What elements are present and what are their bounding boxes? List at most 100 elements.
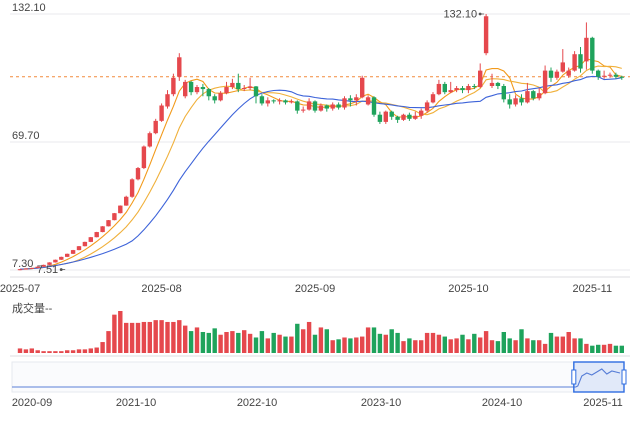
candle-68[interactable] bbox=[419, 108, 424, 119]
candle-60[interactable] bbox=[371, 96, 377, 117]
candle-53[interactable] bbox=[330, 102, 335, 111]
candle-83[interactable] bbox=[507, 94, 512, 109]
candle-102[interactable] bbox=[619, 75, 624, 80]
candle-93[interactable] bbox=[566, 67, 571, 78]
candle-2[interactable] bbox=[29, 267, 34, 269]
candle-37[interactable] bbox=[236, 73, 241, 93]
candle-30[interactable] bbox=[194, 84, 200, 95]
candle-54[interactable] bbox=[336, 102, 341, 110]
candle-11[interactable] bbox=[82, 241, 88, 247]
candle-81[interactable] bbox=[495, 81, 501, 90]
candle-38[interactable] bbox=[242, 84, 247, 92]
candle-58[interactable] bbox=[360, 75, 365, 99]
candle-17[interactable] bbox=[118, 205, 123, 214]
candle-90[interactable] bbox=[548, 67, 554, 82]
candle-41[interactable] bbox=[259, 94, 265, 106]
candle-4[interactable] bbox=[41, 264, 46, 267]
candle-7[interactable] bbox=[59, 256, 64, 260]
candle-57[interactable] bbox=[354, 94, 359, 106]
candle-21[interactable] bbox=[141, 145, 147, 170]
candle-51[interactable] bbox=[318, 103, 324, 112]
candle-82[interactable] bbox=[501, 83, 506, 103]
candle-10[interactable] bbox=[76, 246, 82, 251]
candle-15[interactable] bbox=[106, 219, 111, 227]
candle-9[interactable] bbox=[70, 249, 76, 254]
candle-8[interactable] bbox=[65, 253, 70, 258]
candle-77[interactable] bbox=[472, 83, 477, 90]
candle-96[interactable] bbox=[584, 22, 589, 70]
candle-65[interactable] bbox=[401, 113, 406, 121]
candle-101[interactable] bbox=[613, 72, 619, 79]
candle-73[interactable] bbox=[448, 81, 453, 94]
candle-23[interactable] bbox=[153, 118, 158, 135]
navigator-selection-window[interactable] bbox=[573, 361, 625, 393]
candle-34[interactable] bbox=[218, 91, 223, 102]
candle-16[interactable] bbox=[112, 212, 117, 221]
candle-98[interactable] bbox=[596, 69, 601, 80]
candle-94[interactable] bbox=[572, 51, 577, 72]
candle-99[interactable] bbox=[601, 70, 607, 79]
candle-66[interactable] bbox=[407, 112, 412, 121]
candle-18[interactable] bbox=[124, 195, 129, 206]
candle-71[interactable] bbox=[436, 79, 442, 96]
candle-1[interactable] bbox=[23, 268, 29, 270]
candle-75[interactable] bbox=[460, 86, 465, 94]
candle-26[interactable] bbox=[171, 73, 176, 97]
candle-86[interactable] bbox=[525, 82, 530, 104]
candle-84[interactable] bbox=[513, 95, 518, 107]
candle-46[interactable] bbox=[289, 99, 294, 104]
candle-47[interactable] bbox=[295, 100, 300, 114]
candle-69[interactable] bbox=[424, 100, 430, 113]
candle-74[interactable] bbox=[454, 86, 459, 93]
candle-61[interactable] bbox=[377, 111, 383, 124]
candle-13[interactable] bbox=[94, 231, 99, 238]
candle-62[interactable] bbox=[383, 110, 388, 124]
candle-43[interactable] bbox=[271, 99, 276, 104]
candle-85[interactable] bbox=[519, 94, 524, 106]
navigator-right-handle[interactable] bbox=[621, 369, 627, 385]
candle-12[interactable] bbox=[88, 236, 93, 243]
candle-97[interactable] bbox=[590, 36, 595, 74]
candle-31[interactable] bbox=[200, 83, 206, 97]
candle-49[interactable] bbox=[306, 98, 312, 111]
candle-44[interactable] bbox=[277, 98, 282, 105]
candle-64[interactable] bbox=[395, 115, 400, 123]
candle-89[interactable] bbox=[542, 65, 548, 95]
candle-14[interactable] bbox=[100, 226, 105, 233]
candle-78[interactable] bbox=[478, 63, 483, 89]
candle-32[interactable] bbox=[206, 88, 211, 101]
candle-36[interactable] bbox=[230, 78, 235, 90]
candle-22[interactable] bbox=[147, 131, 152, 148]
candle-55[interactable] bbox=[342, 96, 347, 110]
candle-33[interactable] bbox=[212, 94, 217, 104]
candle-40[interactable] bbox=[253, 86, 259, 104]
candle-56[interactable] bbox=[348, 95, 353, 107]
candle-100[interactable] bbox=[607, 72, 613, 78]
candle-70[interactable] bbox=[430, 92, 436, 104]
candle-19[interactable] bbox=[129, 178, 135, 198]
candle-76[interactable] bbox=[466, 83, 471, 94]
candle-6[interactable] bbox=[53, 259, 58, 263]
candle-28[interactable] bbox=[183, 79, 188, 99]
candle-63[interactable] bbox=[389, 110, 394, 120]
candle-88[interactable] bbox=[537, 88, 542, 101]
candle-48[interactable] bbox=[301, 106, 306, 113]
candle-20[interactable] bbox=[135, 167, 141, 181]
candle-27[interactable] bbox=[177, 53, 182, 81]
candle-25[interactable] bbox=[165, 90, 170, 109]
candle-0[interactable] bbox=[17, 268, 23, 271]
candle-59[interactable] bbox=[365, 95, 371, 106]
candle-50[interactable] bbox=[312, 100, 318, 113]
candle-42[interactable] bbox=[265, 97, 270, 107]
candle-35[interactable] bbox=[224, 81, 229, 95]
candle-5[interactable] bbox=[47, 262, 52, 266]
candle-92[interactable] bbox=[560, 49, 565, 73]
candle-80[interactable] bbox=[489, 73, 495, 89]
candle-91[interactable] bbox=[554, 69, 560, 80]
candle-3[interactable] bbox=[35, 266, 40, 269]
candle-67[interactable] bbox=[413, 111, 418, 120]
candle-95[interactable] bbox=[578, 47, 583, 73]
candle-52[interactable] bbox=[324, 104, 329, 112]
candle-29[interactable] bbox=[188, 80, 194, 96]
candle-39[interactable] bbox=[247, 77, 253, 91]
